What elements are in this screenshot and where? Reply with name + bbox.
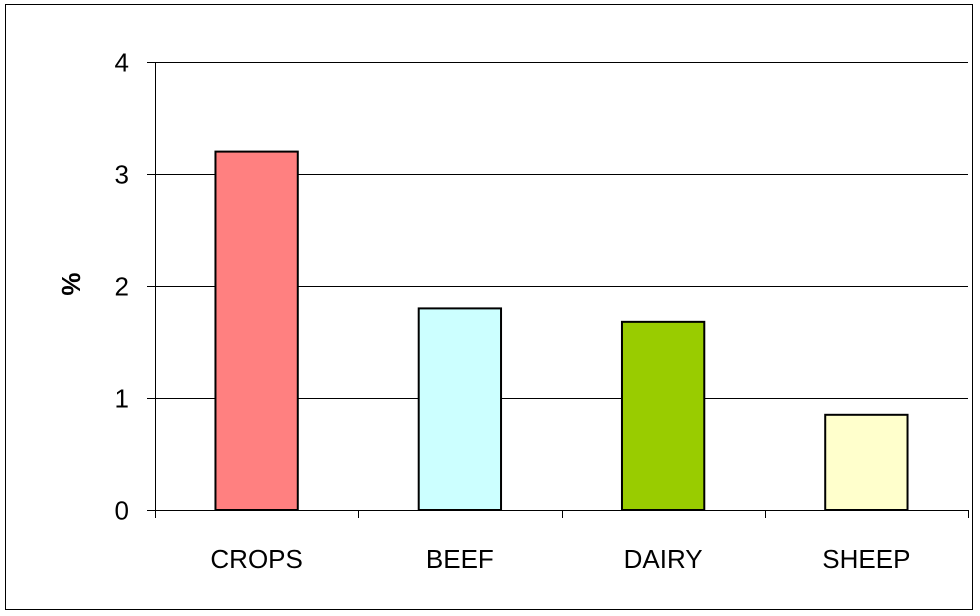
- x-tick-label: CROPS: [210, 544, 302, 574]
- bar-sheep: [824, 413, 909, 511]
- x-tick-label: DAIRY: [624, 544, 703, 574]
- x-tick-label: SHEEP: [822, 544, 910, 574]
- y-tick-label: 2: [115, 272, 129, 302]
- axes: [147, 62, 969, 518]
- bar-dairy: [620, 320, 706, 511]
- labels: 0 1 2 3 4 CROPS BEEF DAIRY SHEEP: [115, 48, 911, 575]
- y-tick-label: 4: [115, 48, 129, 78]
- bar-beef: [417, 307, 503, 511]
- y-tick-label: 1: [115, 384, 129, 414]
- bar-crops: [214, 150, 299, 511]
- y-tick-label: 0: [115, 496, 129, 526]
- y-axis-title: %: [56, 272, 86, 295]
- x-tick-label: BEEF: [426, 544, 494, 574]
- y-tick-label: 3: [115, 160, 129, 190]
- bars: [214, 150, 909, 511]
